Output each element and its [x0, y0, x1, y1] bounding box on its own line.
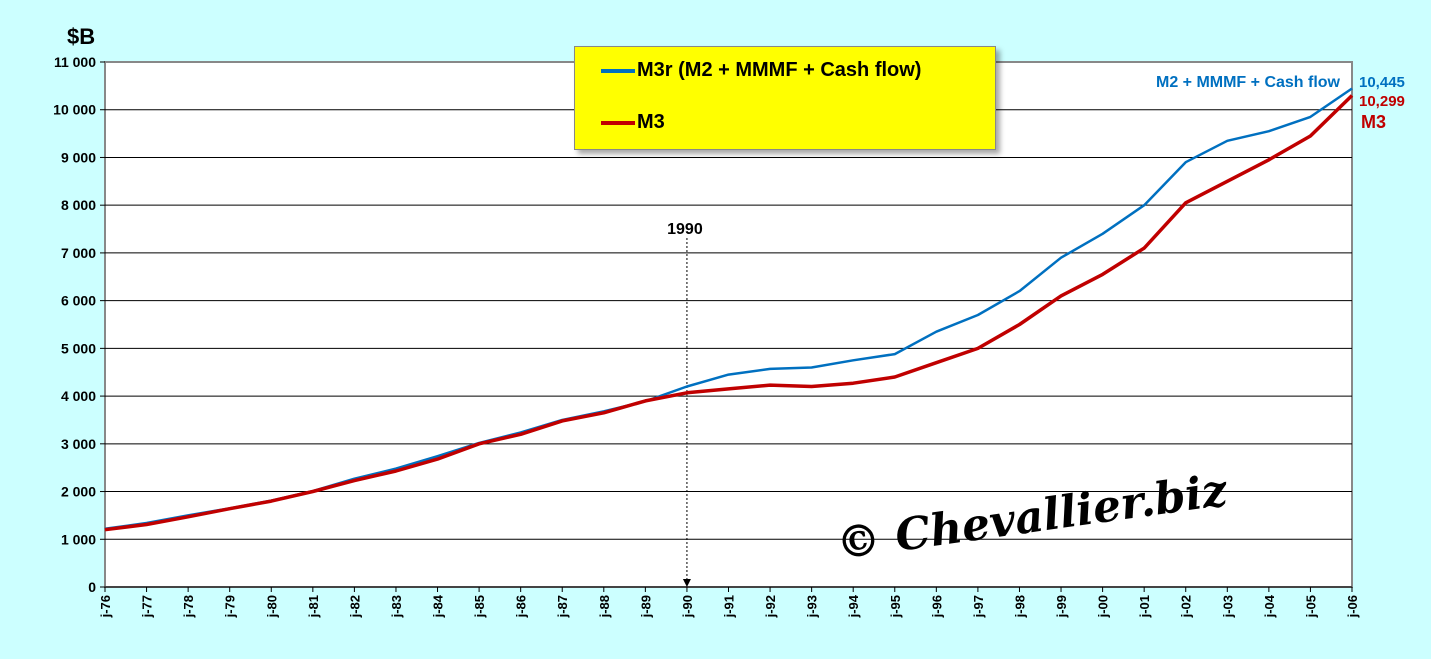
x-tick-label: j-06 [1345, 595, 1360, 618]
x-tick-label: j-97 [971, 595, 986, 618]
x-tick-label: j-82 [347, 595, 362, 618]
y-tick-label: 6 000 [61, 293, 96, 309]
x-tick-label: j-99 [1054, 595, 1069, 618]
blue-end-value: 10,445 [1359, 74, 1405, 91]
x-tick-label: j-91 [722, 595, 737, 618]
x-tick-label: j-79 [223, 595, 238, 618]
x-tick-label: j-05 [1303, 595, 1318, 618]
x-tick-label: j-02 [1179, 595, 1194, 618]
x-tick-label: j-93 [805, 595, 820, 618]
red-end-value: 10,299 [1359, 93, 1405, 110]
x-tick-label: j-77 [140, 595, 155, 618]
x-tick-label: j-81 [306, 595, 321, 618]
x-tick-label: j-80 [264, 595, 279, 618]
x-tick-label: j-00 [1096, 595, 1111, 618]
legend-item-m3: M3 [601, 111, 665, 134]
x-tick-label: j-03 [1220, 595, 1235, 618]
y-tick-label: 7 000 [61, 245, 96, 261]
legend-swatch-m3 [601, 120, 635, 125]
y-tick-label: 9 000 [61, 149, 96, 165]
y-tick-label: 2 000 [61, 484, 96, 500]
y-tick-label: 1 000 [61, 531, 96, 547]
x-tick-label: j-88 [597, 595, 612, 618]
blue-series-label: M2 + MMMF + Cash flow [1156, 74, 1341, 91]
red-series-label: M3 [1361, 112, 1386, 132]
x-tick-label: j-04 [1262, 594, 1277, 618]
x-tick-label: j-84 [431, 594, 446, 618]
x-tick-label: j-92 [763, 595, 778, 618]
x-tick-label: j-78 [181, 595, 196, 618]
x-tick-label: j-90 [680, 595, 695, 618]
x-tick-label: j-95 [888, 595, 903, 618]
x-tick-label: j-98 [1012, 595, 1027, 618]
y-tick-label: 11 000 [54, 54, 96, 70]
y-tick-label: 8 000 [61, 197, 96, 213]
x-tick-label: j-86 [514, 595, 529, 618]
y-tick-label: 10 000 [53, 102, 96, 118]
y-tick-label: 5 000 [61, 340, 96, 356]
x-tick-label: j-83 [389, 595, 404, 618]
x-tick-label: j-76 [98, 595, 113, 618]
x-tick-label: j-96 [929, 595, 944, 618]
legend-label-m3: M3 [637, 111, 665, 133]
legend-label-m3r: M3r (M2 + MMMF + Cash flow) [637, 59, 922, 81]
legend-swatch-m3r [601, 68, 635, 73]
x-tick-label: j-87 [555, 595, 570, 618]
y-axis-label: $B [67, 24, 96, 49]
x-tick-label: j-85 [472, 595, 487, 618]
x-tick-label: j-01 [1137, 595, 1152, 618]
y-tick-label: 4 000 [61, 388, 96, 404]
legend: M3r (M2 + MMMF + Cash flow) M3 [574, 46, 996, 150]
y-tick-label: 0 [88, 579, 96, 595]
x-tick-label: j-89 [638, 595, 653, 618]
y-tick-label: 3 000 [61, 436, 96, 452]
marker-1990-label: 1990 [667, 221, 703, 238]
legend-item-m3r: M3r (M2 + MMMF + Cash flow) [601, 59, 921, 82]
x-tick-label: j-94 [846, 594, 861, 618]
marker-arrow-icon [682, 579, 691, 587]
